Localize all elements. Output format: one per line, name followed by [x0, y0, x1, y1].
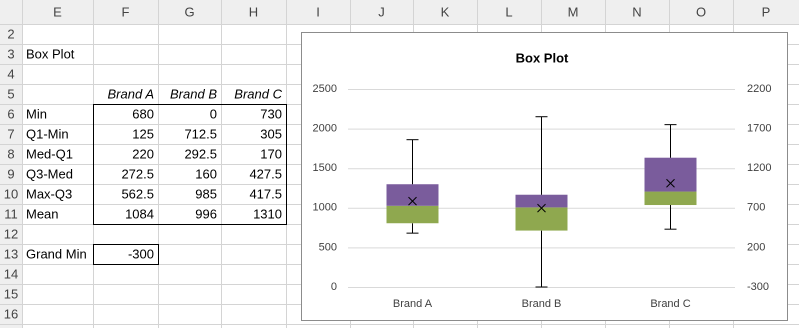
column-header: H — [249, 4, 258, 19]
y-tick-label: 1000 — [313, 202, 337, 214]
y2-tick-label: 1200 — [747, 162, 771, 174]
table-value: 272.5 — [121, 166, 154, 181]
y-tick-label: 1500 — [313, 162, 337, 174]
y2-tick-label: 700 — [747, 202, 765, 214]
table-value: 985 — [195, 186, 217, 201]
column-header: I — [316, 4, 320, 19]
row-header: 7 — [7, 126, 14, 141]
table-value: 0 — [210, 106, 217, 121]
mean-marker — [408, 196, 417, 206]
row-header: 2 — [7, 26, 14, 41]
row-header: 9 — [7, 166, 14, 181]
row-header: 8 — [7, 146, 14, 161]
row-label: Mean — [26, 206, 59, 221]
y2-tick-label: 2200 — [747, 83, 771, 95]
y2-tick-label: 1700 — [747, 123, 771, 135]
table-header: Brand B — [170, 86, 217, 101]
table-value: 996 — [195, 206, 217, 221]
column-header-bar — [0, 0, 799, 24]
x-tick-label: Brand B — [522, 298, 562, 310]
table-value: 125 — [132, 126, 154, 141]
table-value: 680 — [132, 106, 154, 121]
chart-area — [301, 32, 788, 321]
row-header: 16 — [4, 306, 18, 321]
sheet-title: Box Plot — [26, 46, 75, 61]
row-header: 4 — [7, 66, 14, 81]
x-tick-label: Brand A — [393, 298, 433, 310]
table-value: 170 — [260, 146, 282, 161]
table-border — [93, 104, 287, 225]
row-header: 14 — [4, 266, 18, 281]
row-header: 11 — [4, 206, 18, 221]
mean-marker-stroke — [666, 178, 675, 188]
row-label: Med-Q1 — [26, 146, 73, 161]
y2-tick-label: -300 — [747, 281, 769, 293]
box-upper — [644, 157, 697, 192]
row-label: Max-Q3 — [26, 186, 72, 201]
y2-tick-label: 200 — [747, 241, 765, 253]
box-upper — [515, 194, 568, 208]
column-header: P — [762, 4, 771, 19]
chart: Box Plot 0 500 1000 1500 2000 2500 -300 200 700 12… — [301, 32, 788, 321]
row-label: Q1-Min — [26, 126, 69, 141]
table-header: Brand A — [108, 86, 155, 101]
mean-marker-stroke — [537, 203, 546, 213]
row-header: 6 — [7, 106, 14, 121]
column-header: M — [568, 4, 579, 19]
row-header: 3 — [7, 46, 14, 61]
column-header: L — [505, 4, 512, 19]
table-value: 305 — [260, 126, 282, 141]
row-header: 5 — [7, 86, 14, 101]
row-label: Min — [26, 106, 47, 121]
y-tick-label: 500 — [319, 241, 337, 253]
grand-min-value: -300 — [128, 246, 154, 261]
box-lower — [644, 191, 697, 206]
box-upper — [386, 184, 439, 206]
y-tick-label: 0 — [331, 281, 337, 293]
table-value: 730 — [260, 106, 282, 121]
x-tick-label: Brand C — [650, 298, 690, 310]
mean-marker-stroke — [408, 196, 417, 206]
table-value: 427.5 — [249, 166, 282, 181]
table-value: 712.5 — [184, 126, 217, 141]
table-value: 417.5 — [249, 186, 282, 201]
row-header: 10 — [4, 186, 18, 201]
column-header: K — [441, 4, 450, 19]
table-value: 562.5 — [121, 186, 154, 201]
column-header: N — [632, 4, 641, 19]
table-value: 292.5 — [184, 146, 217, 161]
mean-marker — [537, 203, 546, 213]
row-header: 12 — [4, 226, 18, 241]
column-header: O — [696, 4, 706, 19]
grand-min-border — [93, 244, 159, 265]
box-lower — [386, 205, 439, 224]
column-header: E — [53, 4, 62, 19]
row-header: 15 — [4, 286, 18, 301]
column-header: F — [122, 4, 130, 19]
table-value: 160 — [195, 166, 217, 181]
table-value: 220 — [132, 146, 154, 161]
table-header: Brand C — [234, 86, 282, 101]
table-value: 1084 — [125, 206, 154, 221]
mean-marker — [666, 178, 675, 188]
grand-min-label: Grand Min — [26, 246, 87, 261]
y-tick-label: 2500 — [313, 83, 337, 95]
column-header: J — [378, 4, 385, 19]
column-header: G — [184, 4, 194, 19]
box-lower — [515, 207, 568, 231]
row-header: 13 — [4, 246, 18, 261]
chart-title: Box Plot — [516, 50, 569, 65]
table-value: 1310 — [253, 206, 282, 221]
row-label: Q3-Med — [26, 166, 73, 181]
y-tick-label: 2000 — [313, 123, 337, 135]
